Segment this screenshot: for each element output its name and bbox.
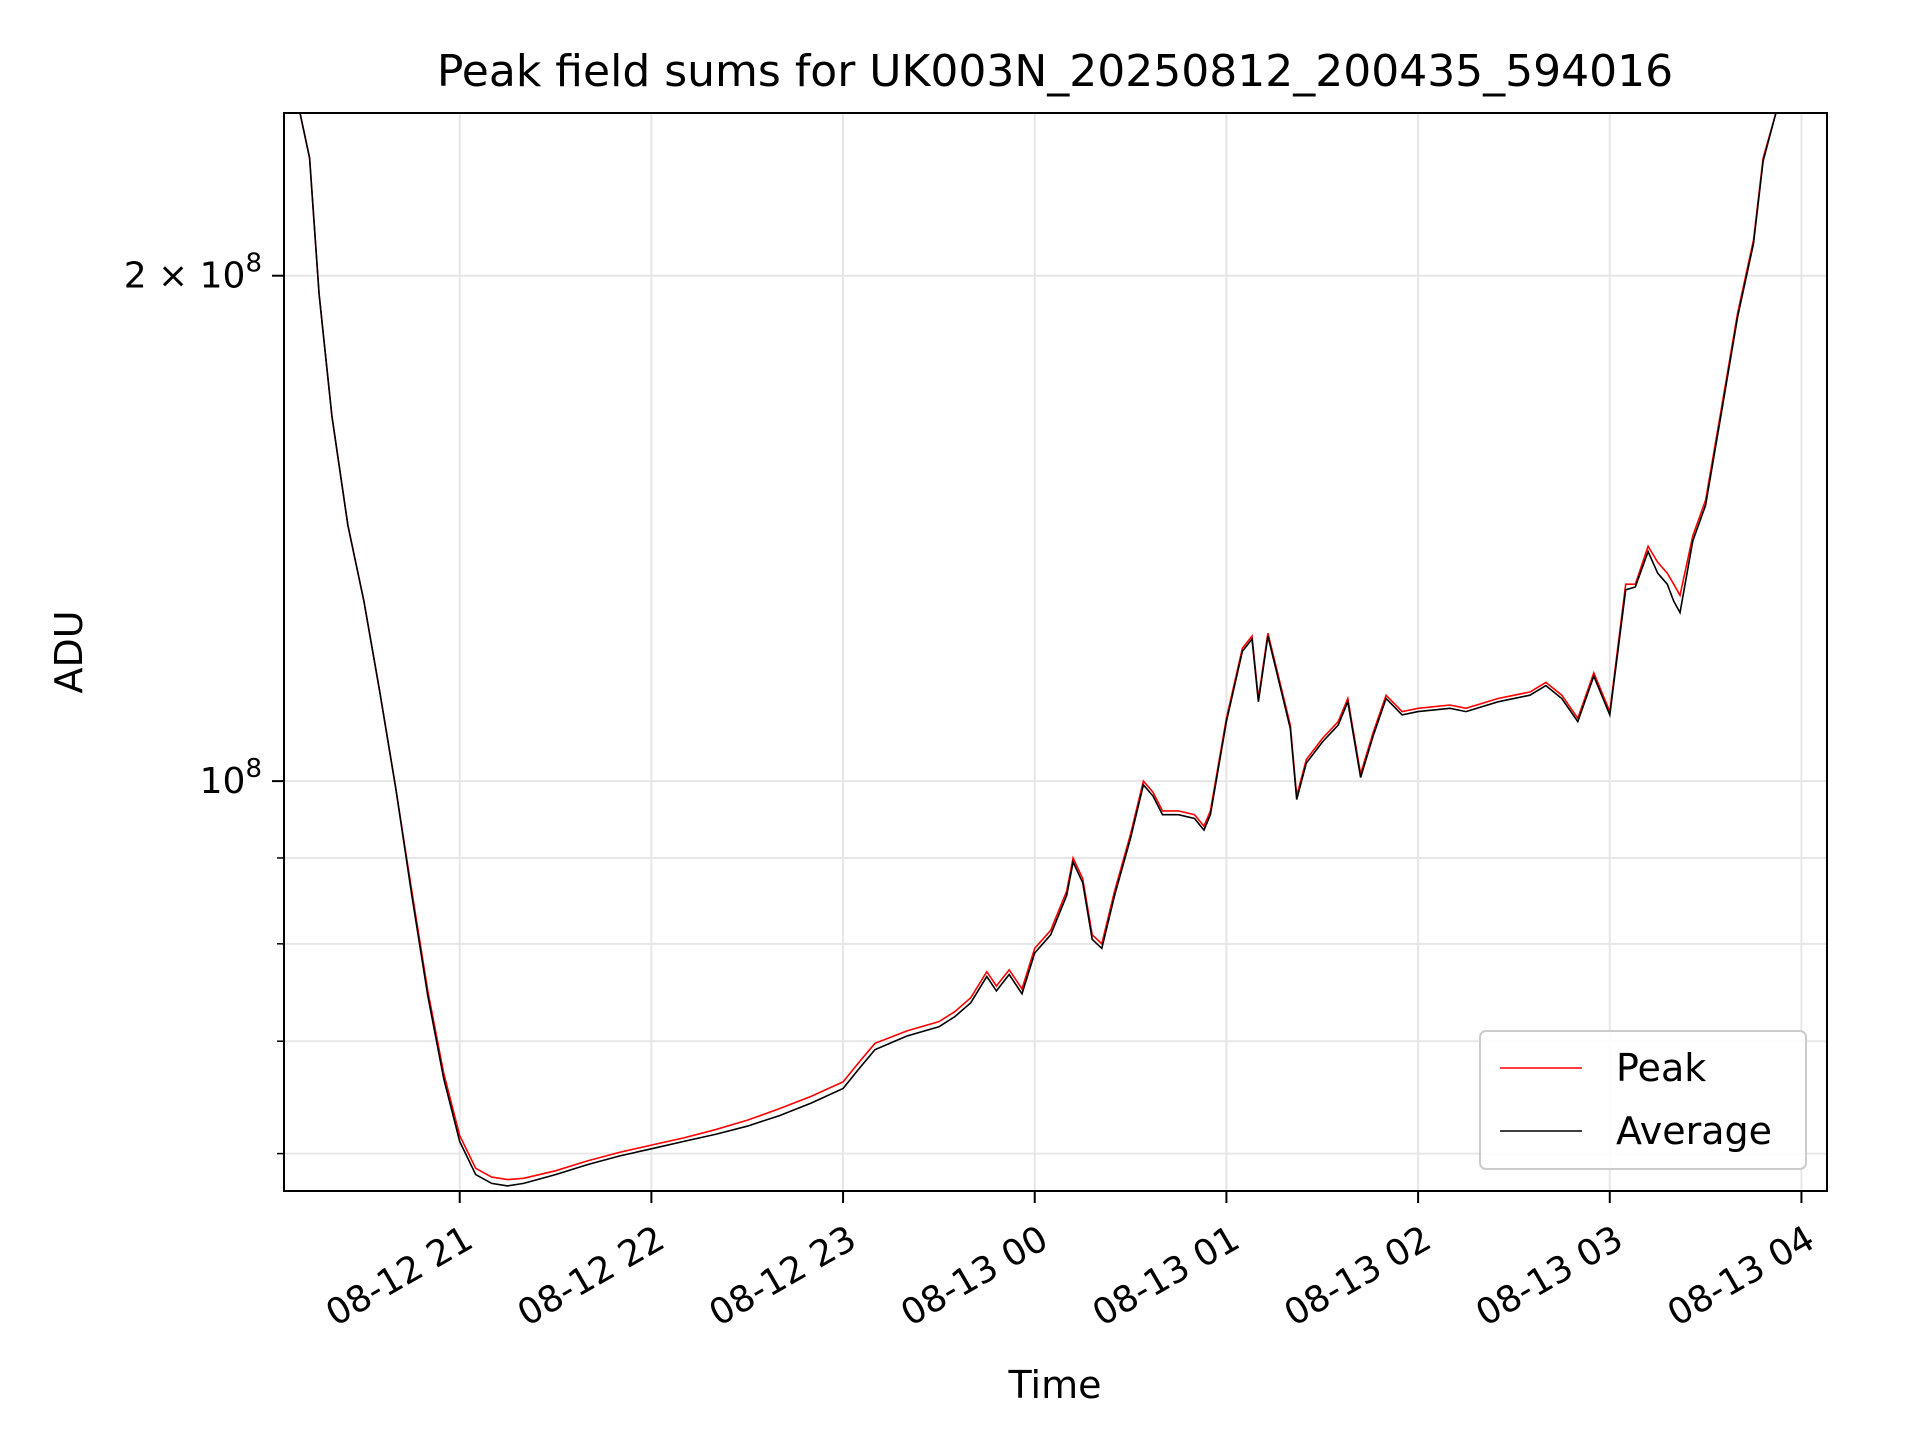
x-axis-label: Time — [1008, 1363, 1102, 1407]
y-axis-label: ADU — [47, 610, 91, 693]
legend-average-label: Average — [1616, 1109, 1772, 1153]
chart-title: Peak field sums for UK003N_20250812_2004… — [437, 46, 1673, 97]
series-line-peak — [299, 113, 1827, 1181]
series-layer — [299, 113, 1827, 1187]
grid — [284, 113, 1827, 1191]
y-tick-label: 2 × 108 — [124, 249, 262, 297]
legend-peak-label: Peak — [1616, 1046, 1706, 1090]
legend-box — [1479, 1030, 1807, 1170]
series-line-average — [299, 113, 1827, 1187]
axes-frame — [283, 112, 1828, 1192]
legend: Peak Average — [1479, 1030, 1807, 1170]
